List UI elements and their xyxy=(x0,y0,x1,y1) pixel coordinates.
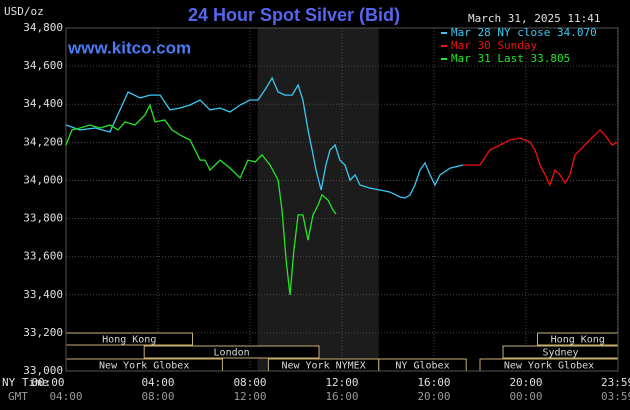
y-tick-label: 33,800 xyxy=(23,212,63,225)
y-tick-label: 33,600 xyxy=(23,250,63,263)
session-label: Hong Kong xyxy=(551,335,605,346)
session-label: NY Globex xyxy=(395,361,449,372)
x-tick-label: 08:00 xyxy=(233,376,266,389)
gmt-tick-label: 03:59 xyxy=(601,390,630,403)
price-line xyxy=(65,103,337,296)
y-tick-label: 34,400 xyxy=(23,97,63,110)
gmt-tick-label: 20:00 xyxy=(417,390,450,403)
session-label: New York NYMEX xyxy=(281,361,365,372)
x-tick-label: 12:00 xyxy=(325,376,358,389)
highlight-region xyxy=(257,28,379,371)
session-box xyxy=(143,345,320,359)
y-tick-label: 33,200 xyxy=(23,326,63,339)
gmt-tick-label: 12:00 xyxy=(233,390,266,403)
chart-title: 24 Hour Spot Silver (Bid) xyxy=(188,5,400,25)
unit-label: USD/oz xyxy=(4,5,44,18)
ny-time-label: NY Time xyxy=(2,376,48,389)
y-tick-label: 34,200 xyxy=(23,135,63,148)
x-tick-label: 00:00 xyxy=(31,376,64,389)
gmt-tick-label: 00:00 xyxy=(509,390,542,403)
plot-frame xyxy=(65,27,619,372)
y-tick-label: 34,600 xyxy=(23,59,63,72)
y-tick-label: 34,000 xyxy=(23,173,63,186)
legend-label: Mar 31 Last 33.805 xyxy=(451,52,570,65)
session-label: New York Globex xyxy=(504,361,594,372)
price-line xyxy=(65,76,464,199)
session-label: London xyxy=(214,348,250,359)
y-tick-label: 34,800 xyxy=(23,21,63,34)
gmt-tick-label: 04:00 xyxy=(49,390,82,403)
website: www.kitco.com xyxy=(67,38,191,57)
x-tick-label: 20:00 xyxy=(509,376,542,389)
gmt-label: GMT xyxy=(8,390,28,403)
x-tick-label: 16:00 xyxy=(417,376,450,389)
price-line xyxy=(463,128,619,187)
legend-label: Mar 30 Sunday xyxy=(451,39,537,52)
legend-label: Mar 28 NY close 34.070 xyxy=(451,26,597,39)
session-label: Hong Kong xyxy=(102,335,156,346)
timestamp: March 31, 2025 11:41 xyxy=(468,12,600,25)
session-label: New York Globex xyxy=(99,361,189,372)
gmt-tick-label: 08:00 xyxy=(141,390,174,403)
x-tick-label: 23:59 xyxy=(601,376,630,389)
gmt-tick-label: 16:00 xyxy=(325,390,358,403)
y-tick-label: 33,000 xyxy=(23,364,63,377)
x-tick-label: 04:00 xyxy=(141,376,174,389)
session-label: Sydney xyxy=(542,348,578,359)
y-tick-label: 33,400 xyxy=(23,288,63,301)
